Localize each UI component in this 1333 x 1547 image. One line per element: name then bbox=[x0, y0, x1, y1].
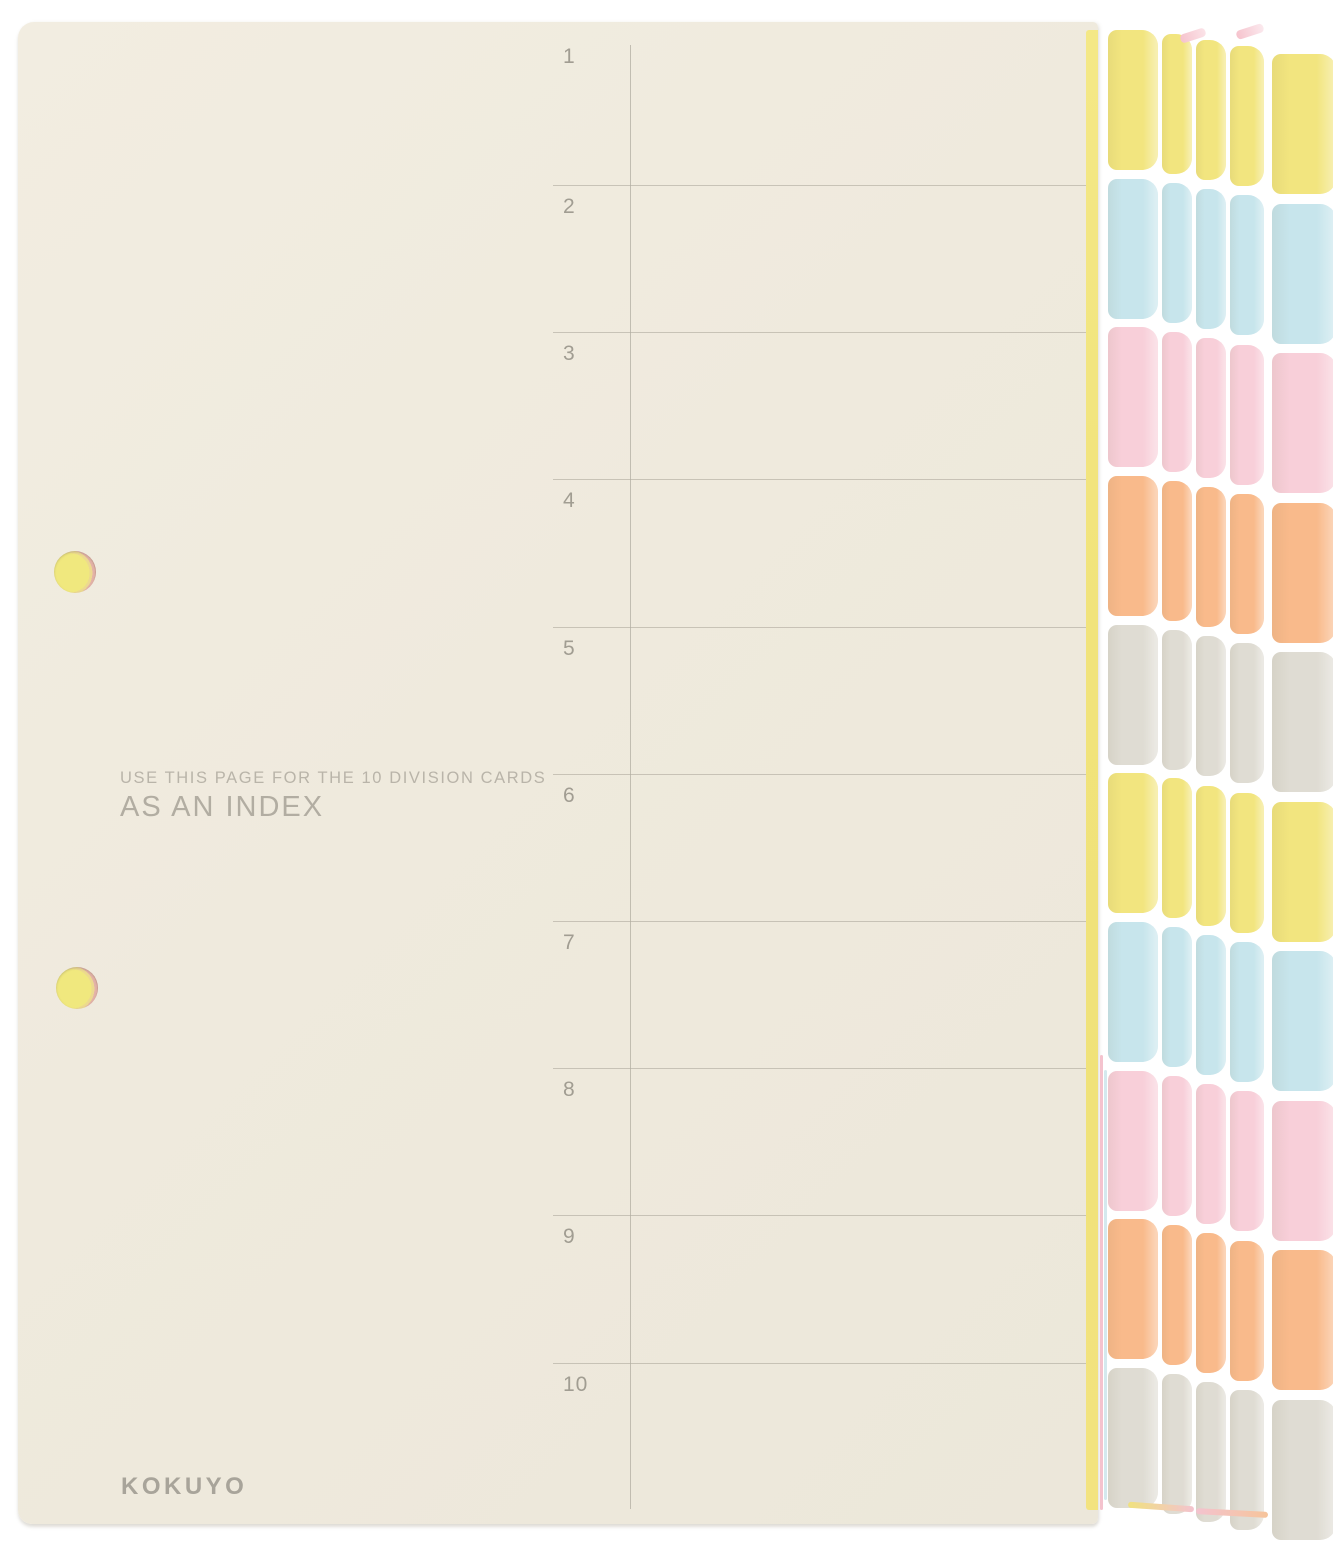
divider-tab-orange-row9 bbox=[1196, 1232, 1226, 1373]
divider-tab-gray-row10 bbox=[1272, 1399, 1333, 1540]
sheet-edge-strip-yellow bbox=[1086, 30, 1098, 1510]
row-number-4: 4 bbox=[563, 489, 576, 513]
divider-tab-gray-row5 bbox=[1108, 624, 1158, 765]
divider-tab-pink-row8 bbox=[1272, 1100, 1333, 1241]
index-table: 1 2 3 4 5 6 7 8 9 10 bbox=[18, 22, 1098, 1524]
divider-tab-orange-row4 bbox=[1108, 475, 1158, 616]
divider-tab-blue-row2 bbox=[1108, 178, 1158, 319]
divider-tab-yellow-row6 bbox=[1230, 792, 1264, 933]
divider-tab-blue-row7 bbox=[1196, 934, 1226, 1075]
divider-set-column-3 bbox=[1196, 40, 1226, 1522]
divider-set-column-2 bbox=[1162, 34, 1192, 1514]
divider-tab-blue-row2 bbox=[1196, 189, 1226, 330]
row-number-2: 2 bbox=[563, 195, 576, 218]
index-page: 1 2 3 4 5 6 7 8 9 10 USE THIS PAGE FOR THE 10 DIV… bbox=[18, 22, 1098, 1524]
row-divider-line bbox=[553, 332, 1094, 334]
index-note: USE THIS PAGE FOR THE 10 DIVISION CARDS … bbox=[120, 769, 580, 823]
sheet-edge-strip-pink bbox=[1100, 1055, 1103, 1510]
row-number-9: 9 bbox=[563, 1225, 576, 1249]
divider-tab-gray-row10 bbox=[1230, 1389, 1264, 1530]
divider-tab-blue-row2 bbox=[1272, 203, 1333, 344]
divider-tab-orange-row9 bbox=[1108, 1219, 1158, 1360]
divider-tab-yellow-row1 bbox=[1230, 46, 1264, 186]
divider-tab-blue-row7 bbox=[1162, 927, 1192, 1068]
sheet-edge-strip-blue bbox=[1104, 1070, 1107, 1500]
divider-tab-orange-row4 bbox=[1230, 493, 1264, 634]
divider-tab-pink-row8 bbox=[1230, 1091, 1264, 1232]
divider-set-column-4 bbox=[1230, 46, 1264, 1530]
row-divider-line bbox=[553, 1068, 1094, 1070]
divider-tab-orange-row9 bbox=[1230, 1240, 1264, 1381]
divider-tab-yellow-row6 bbox=[1162, 778, 1192, 919]
row-divider-line bbox=[553, 479, 1094, 481]
row-divider-line bbox=[553, 1362, 1094, 1364]
divider-tab-yellow-row1 bbox=[1272, 54, 1333, 194]
divider-tab-gray-row10 bbox=[1162, 1373, 1192, 1514]
divider-tab-yellow-row1 bbox=[1162, 34, 1192, 174]
divider-tab-gray-row5 bbox=[1230, 643, 1264, 784]
divider-tab-yellow-row1 bbox=[1196, 40, 1226, 180]
divider-tab-orange-row4 bbox=[1272, 502, 1333, 643]
divider-tab-gray-row5 bbox=[1272, 652, 1333, 793]
row-number-3: 3 bbox=[563, 342, 576, 366]
divider-tab-blue-row7 bbox=[1272, 951, 1333, 1092]
divider-tab-orange-row4 bbox=[1196, 487, 1226, 628]
row-divider-line bbox=[553, 626, 1094, 628]
divider-set-column-1 bbox=[1108, 30, 1158, 1508]
divider-tab-blue-row2 bbox=[1230, 195, 1264, 336]
row-number-7: 7 bbox=[563, 931, 576, 954]
divider-tab-pink-row3 bbox=[1162, 331, 1192, 472]
row-divider-line bbox=[553, 185, 1094, 186]
row-number-5: 5 bbox=[563, 636, 576, 660]
divider-tab-orange-row9 bbox=[1162, 1225, 1192, 1365]
row-divider-line bbox=[553, 1215, 1094, 1217]
divider-tab-pink-row8 bbox=[1162, 1076, 1192, 1217]
punch-hole-top bbox=[54, 551, 96, 593]
divider-tab-yellow-row6 bbox=[1108, 773, 1158, 914]
divider-tab-pink-row3 bbox=[1272, 353, 1333, 494]
divider-tab-pink-row8 bbox=[1108, 1070, 1158, 1211]
index-note-line1: USE THIS PAGE FOR THE 10 DIVISION CARDS bbox=[120, 769, 547, 787]
divider-tab-pink-row3 bbox=[1108, 327, 1158, 468]
row-number-6: 6 bbox=[563, 783, 576, 807]
row-number-1: 1 bbox=[563, 45, 576, 68]
divider-set-column-5 bbox=[1272, 54, 1333, 1540]
divider-tab-gray-row10 bbox=[1108, 1367, 1158, 1508]
row-divider-line bbox=[553, 773, 1094, 775]
divider-tab-blue-row7 bbox=[1230, 941, 1264, 1082]
divider-tab-gray-row10 bbox=[1196, 1381, 1226, 1522]
row-divider-line bbox=[553, 921, 1094, 922]
divider-tab-blue-row2 bbox=[1162, 182, 1192, 323]
divider-tab-gray-row5 bbox=[1196, 636, 1226, 777]
divider-tab-pink-row8 bbox=[1196, 1083, 1226, 1224]
divider-tab-blue-row7 bbox=[1108, 921, 1158, 1062]
divider-tab-pink-row3 bbox=[1196, 338, 1226, 479]
row-number-10: 10 bbox=[563, 1372, 589, 1396]
divider-tab-gray-row5 bbox=[1162, 629, 1192, 770]
index-note-line2: AS AN INDEX bbox=[120, 791, 325, 823]
table-vertical-rule bbox=[630, 45, 631, 1509]
divider-tab-pink-row3 bbox=[1230, 344, 1264, 485]
divider-tab-yellow-row6 bbox=[1272, 801, 1333, 942]
punch-hole-bottom bbox=[56, 967, 98, 1009]
divider-tab-orange-row4 bbox=[1162, 480, 1192, 621]
divider-tab-yellow-row1 bbox=[1108, 30, 1158, 170]
brand-logo: KOKUYO bbox=[121, 1473, 248, 1500]
row-number-8: 8 bbox=[563, 1078, 576, 1102]
divider-tab-yellow-row6 bbox=[1196, 785, 1226, 926]
divider-tab-orange-row9 bbox=[1272, 1250, 1333, 1391]
